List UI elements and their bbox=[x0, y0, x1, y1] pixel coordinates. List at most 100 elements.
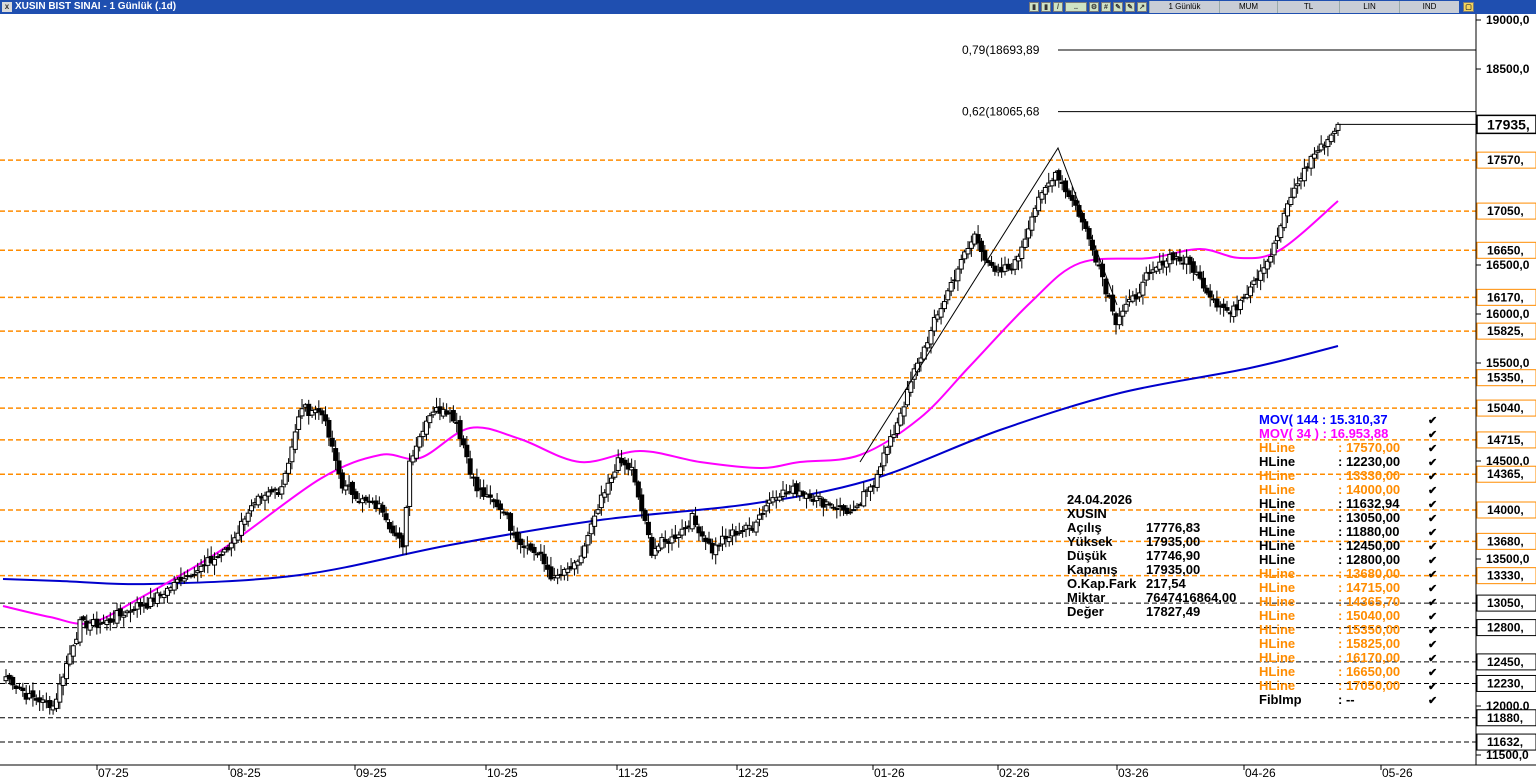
indicator-button[interactable]: IND bbox=[1399, 1, 1459, 13]
pencil-icon[interactable]: ✎ bbox=[1125, 2, 1135, 12]
indicator-label: HLine bbox=[1259, 650, 1295, 665]
svg-text:14000,: 14000, bbox=[1487, 503, 1524, 517]
grid-icon[interactable]: # bbox=[1101, 2, 1111, 12]
check-icon[interactable]: ✔ bbox=[1428, 513, 1437, 525]
check-icon[interactable]: ✔ bbox=[1428, 681, 1437, 693]
indicator-value: : 11632,94 bbox=[1338, 496, 1400, 511]
candle bbox=[639, 488, 645, 519]
price-label: 16170, bbox=[1476, 288, 1536, 306]
check-icon[interactable]: ✔ bbox=[1428, 667, 1437, 679]
indicator-item[interactable]: HLine: 11880,00 ✔ bbox=[1259, 524, 1437, 539]
price-chart[interactable]: 0,79(18693,89 0,62(18065,68 24.04.2026 X… bbox=[0, 14, 1536, 779]
candle bbox=[154, 588, 160, 608]
check-icon[interactable]: ✔ bbox=[1428, 457, 1437, 469]
indicator-item[interactable]: FibImp: -- ✔ bbox=[1259, 692, 1437, 707]
candle bbox=[1318, 135, 1324, 153]
check-icon[interactable]: ✔ bbox=[1428, 639, 1437, 651]
indicator-item[interactable]: HLine: 12800,00 ✔ bbox=[1259, 552, 1437, 567]
indicator-item[interactable]: HLine: 12450,00 ✔ bbox=[1259, 538, 1437, 553]
indicator-item[interactable]: HLine: 15350,00 ✔ bbox=[1259, 622, 1437, 637]
check-icon[interactable]: ✔ bbox=[1428, 541, 1437, 553]
text-field-icon[interactable]: .. bbox=[1065, 2, 1087, 12]
check-icon[interactable]: ✔ bbox=[1428, 653, 1437, 665]
check-icon[interactable]: ✔ bbox=[1428, 443, 1437, 455]
candle bbox=[1200, 270, 1206, 292]
indicator-item[interactable]: HLine: 15825,00 ✔ bbox=[1259, 636, 1437, 651]
indicator-item[interactable]: HLine: 12230,00 ✔ bbox=[1259, 454, 1437, 469]
indicator-item[interactable]: HLine: 14000,00 ✔ bbox=[1259, 482, 1437, 497]
line-icon[interactable]: / bbox=[1053, 2, 1063, 12]
indicator-item[interactable]: HLine: 11632,94 ✔ bbox=[1259, 496, 1437, 511]
indicator-item[interactable]: HLine: 14365,70 ✔ bbox=[1259, 594, 1437, 609]
indicator-item[interactable]: HLine: 17050,00 ✔ bbox=[1259, 678, 1437, 693]
candle bbox=[212, 552, 218, 576]
check-icon[interactable]: ✔ bbox=[1428, 429, 1437, 441]
candle bbox=[1264, 258, 1270, 279]
candle bbox=[989, 255, 995, 268]
candle bbox=[777, 492, 783, 503]
check-icon[interactable]: ✔ bbox=[1428, 583, 1437, 595]
candle bbox=[585, 531, 591, 554]
candle bbox=[1251, 276, 1257, 293]
indicator-label: HLine bbox=[1259, 664, 1295, 679]
indicator-item[interactable]: HLine: 16650,00 ✔ bbox=[1259, 664, 1437, 679]
indicator-value: : -- bbox=[1338, 692, 1355, 707]
candle bbox=[847, 504, 853, 515]
x-tick-label: 01-26 bbox=[874, 766, 905, 779]
indicator-label: HLine bbox=[1259, 524, 1295, 539]
indicator-item[interactable]: HLine: 17570,00 ✔ bbox=[1259, 440, 1437, 455]
indicator-item[interactable]: HLine: 13680,00 ✔ bbox=[1259, 566, 1437, 581]
arrow-icon[interactable]: ↗ bbox=[1137, 2, 1147, 12]
check-icon[interactable]: ✔ bbox=[1428, 611, 1437, 623]
candle bbox=[834, 498, 840, 519]
check-icon[interactable]: ✔ bbox=[1428, 695, 1437, 707]
check-icon[interactable]: ✔ bbox=[1428, 527, 1437, 539]
window-icon[interactable]: ▢ bbox=[1463, 2, 1474, 12]
check-icon[interactable]: ✔ bbox=[1428, 471, 1437, 483]
check-icon[interactable]: ✔ bbox=[1428, 569, 1437, 581]
info-label: Açılış bbox=[1067, 520, 1102, 535]
pencil-icon[interactable]: ✎ bbox=[1113, 2, 1123, 12]
candle bbox=[736, 522, 742, 536]
indicator-item[interactable]: HLine: 15040,00 ✔ bbox=[1259, 608, 1437, 623]
candle bbox=[1042, 184, 1048, 204]
price-label: 17570, bbox=[1476, 151, 1536, 169]
candle bbox=[578, 546, 584, 566]
candle bbox=[854, 503, 860, 511]
candle bbox=[1032, 205, 1038, 223]
check-icon[interactable]: ✔ bbox=[1428, 555, 1437, 567]
candle bbox=[238, 512, 244, 543]
candle bbox=[740, 525, 746, 538]
candle bbox=[70, 644, 76, 665]
indicator-item[interactable]: HLine: 13050,00 ✔ bbox=[1259, 510, 1437, 525]
check-icon[interactable]: ✔ bbox=[1428, 499, 1437, 511]
candle bbox=[716, 542, 722, 552]
candle bbox=[1120, 304, 1126, 327]
settings-icon[interactable]: ⚙ bbox=[1089, 2, 1099, 12]
check-icon[interactable]: ✔ bbox=[1428, 485, 1437, 497]
scale-button[interactable]: LIN bbox=[1339, 1, 1399, 13]
check-icon[interactable]: ✔ bbox=[1428, 415, 1437, 427]
indicator-item[interactable]: HLine: 14715,00 ✔ bbox=[1259, 580, 1437, 595]
candle bbox=[1103, 277, 1109, 302]
candle bbox=[659, 533, 665, 550]
indicator-item[interactable]: MOV( 34 ) : 16.953,88 ✔ bbox=[1259, 426, 1437, 441]
candle bbox=[706, 531, 712, 545]
candle bbox=[830, 504, 836, 511]
check-icon[interactable]: ✔ bbox=[1428, 597, 1437, 609]
check-icon[interactable]: ✔ bbox=[1428, 625, 1437, 637]
window-menu-icon[interactable]: x bbox=[2, 2, 12, 12]
candle bbox=[427, 412, 433, 429]
candle bbox=[380, 501, 386, 518]
indicator-item[interactable]: MOV( 144 : 15.310,37 ✔ bbox=[1259, 412, 1437, 427]
chart-icon[interactable]: ▮ bbox=[1029, 2, 1039, 12]
candle bbox=[608, 474, 614, 491]
candle bbox=[763, 499, 769, 518]
currency-button[interactable]: TL bbox=[1277, 1, 1339, 13]
indicator-item[interactable]: HLine: 16170,00 ✔ bbox=[1259, 650, 1437, 665]
indicator-item[interactable]: HLine: 13330,00 ✔ bbox=[1259, 468, 1437, 483]
chart-icon[interactable]: ▮ bbox=[1041, 2, 1051, 12]
candle bbox=[948, 277, 954, 297]
period-button[interactable]: 1 Günlük bbox=[1149, 1, 1219, 13]
chart-type-button[interactable]: MUM bbox=[1219, 1, 1277, 13]
